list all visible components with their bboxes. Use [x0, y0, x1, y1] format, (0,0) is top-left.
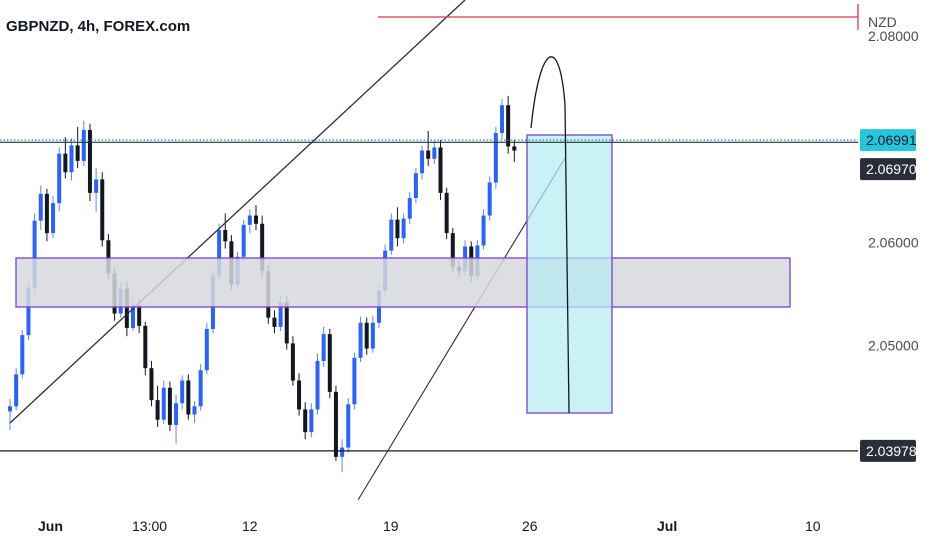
- candle-body: [100, 179, 105, 241]
- candle-body: [106, 240, 111, 274]
- level-price-tag: 2.06970: [860, 158, 917, 181]
- x-tick-label: 10: [805, 518, 821, 534]
- candle-body: [167, 387, 172, 425]
- candle-body: [217, 229, 222, 276]
- candle-body: [174, 403, 179, 425]
- candle-body: [315, 360, 320, 410]
- candle-body: [247, 215, 252, 225]
- candle-body: [493, 133, 498, 183]
- candle-body: [487, 182, 492, 216]
- candle-body: [438, 147, 443, 193]
- projected-path-curve: [530, 56, 570, 414]
- candle-body: [358, 322, 363, 358]
- candle-body: [155, 400, 160, 420]
- candle-body: [364, 322, 369, 349]
- candle-body: [75, 145, 80, 161]
- candle-body: [38, 193, 43, 221]
- currency-label: NZD: [868, 14, 897, 30]
- candle-body: [20, 335, 25, 375]
- candle-body: [284, 302, 289, 344]
- y-axis: NZD 2.08000 2.06000 2.05000 2.06991 2.06…: [860, 14, 919, 462]
- candle-body: [81, 129, 86, 161]
- candle-body: [51, 203, 56, 234]
- candle-body: [327, 334, 332, 392]
- candle-body: [63, 153, 68, 173]
- candle-body: [340, 447, 345, 457]
- candle-body: [14, 374, 19, 407]
- candle-body: [500, 105, 504, 134]
- candle-body: [180, 380, 185, 404]
- candle-body: [512, 146, 517, 151]
- candle-body: [407, 198, 412, 219]
- candle-body: [444, 192, 449, 234]
- candle-body: [149, 368, 154, 401]
- candle-body: [44, 193, 49, 234]
- candle-body: [143, 325, 148, 369]
- candle-body: [272, 317, 277, 327]
- candle-body: [321, 334, 326, 361]
- candle-body: [401, 218, 406, 239]
- candle-body: [198, 370, 203, 407]
- candle-body: [32, 220, 37, 288]
- candle-body: [8, 406, 12, 412]
- candle-body: [303, 409, 308, 433]
- candle-body: [420, 150, 425, 174]
- candle-body: [254, 215, 258, 224]
- candle-body: [481, 215, 486, 246]
- candle-body: [413, 173, 418, 198]
- candle-body: [241, 224, 246, 257]
- candle-body: [333, 391, 338, 457]
- candle-body: [137, 305, 142, 326]
- x-tick-label: Jun: [38, 518, 63, 534]
- candle-body: [309, 409, 314, 433]
- candle-body: [297, 380, 302, 410]
- y-tick-label: 2.05000: [868, 337, 919, 353]
- candle-body: [260, 223, 265, 272]
- candle-body: [186, 380, 191, 415]
- candle-body: [161, 387, 166, 420]
- candle-body: [124, 288, 129, 328]
- candle-body: [370, 322, 375, 349]
- candle-body: [69, 145, 74, 173]
- candle-body: [204, 328, 209, 371]
- y-tick-label: 2.08000: [868, 28, 919, 44]
- candle-body: [426, 150, 431, 159]
- chart-title: GBPNZD, 4h, FOREX.com: [6, 18, 191, 35]
- y-tick-label: 2.06000: [868, 234, 919, 250]
- candle-body: [432, 147, 437, 159]
- candle-body: [450, 233, 455, 268]
- candle-body: [395, 219, 400, 239]
- x-tick-label: Jul: [657, 518, 677, 534]
- rising-trendline-upper[interactable]: [9, 0, 466, 424]
- candle-body: [87, 129, 92, 193]
- last-price-tag: 2.06991: [860, 129, 917, 152]
- candle-body: [192, 406, 197, 415]
- candle-body: [389, 219, 394, 251]
- candle-body: [131, 305, 135, 328]
- candle-body: [57, 153, 62, 204]
- candle-body: [506, 105, 511, 147]
- x-tick-label: 26: [522, 518, 538, 534]
- x-tick-label: 13:00: [132, 518, 167, 534]
- drawings-layer: [0, 0, 859, 501]
- support-price-value: 2.03978: [866, 443, 917, 459]
- x-tick-label: 19: [383, 518, 399, 534]
- candle-body: [346, 404, 351, 448]
- target-projection-box[interactable]: [526, 134, 613, 414]
- demand-zone-box[interactable]: [15, 257, 791, 308]
- candle-body: [352, 357, 357, 405]
- level-price-value: 2.06970: [866, 161, 917, 177]
- x-axis: Jun 13:00 12 19 26 Jul 10: [38, 518, 821, 534]
- candle-body: [290, 343, 295, 381]
- x-tick-label: 12: [242, 518, 258, 534]
- candle-body: [278, 302, 283, 327]
- last-price-value: 2.06991: [866, 132, 917, 148]
- candle-body: [94, 179, 99, 193]
- candle-body: [223, 229, 228, 242]
- candle-body: [26, 287, 31, 336]
- support-price-tag: 2.03978: [860, 439, 917, 462]
